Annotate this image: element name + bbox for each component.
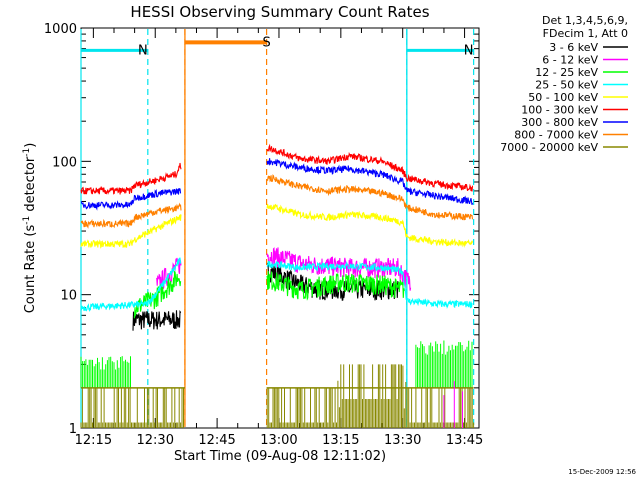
series-line-2 <box>133 270 405 319</box>
flag-label: N <box>138 43 148 58</box>
x-tick-label: 13:30 <box>384 433 421 448</box>
legend-header-line: Det 1,3,4,5,6,9, <box>542 14 628 27</box>
legend-header-line: FDecim 1, Att 0 <box>543 27 628 40</box>
x-tick-label: 13:15 <box>322 433 359 448</box>
series-line-5 <box>80 143 474 196</box>
footer-timestamp: 15-Dec-2009 12:56 <box>568 468 636 476</box>
flag-label: N <box>464 43 474 58</box>
y-axis-label: Count Rate (s-1 detector-1) <box>22 143 38 314</box>
x-tick-label: 12:15 <box>75 433 112 448</box>
legend-label: 100 - 300 keV <box>521 104 598 117</box>
y-tick-label: 100 <box>52 155 77 170</box>
y-axis-label-part: Count Rate (s <box>23 225 38 314</box>
x-axis-label: Start Time (09-Aug-08 12:11:02) <box>174 449 386 464</box>
series-line-1-spikes <box>443 381 463 428</box>
flag-label: S <box>262 35 270 50</box>
legend-label: 50 - 100 keV <box>528 91 598 104</box>
series-line-4 <box>80 203 474 249</box>
y-tick-label: 1 <box>69 422 77 437</box>
y-tick-label: 1000 <box>44 22 77 37</box>
legend-label: 6 - 12 keV <box>542 54 598 67</box>
legend-label: 12 - 25 keV <box>535 66 598 79</box>
legend-label: 25 - 50 keV <box>535 79 598 92</box>
series-line-0 <box>132 262 399 331</box>
chart-title: HESSI Observing Summary Count Rates <box>130 3 429 21</box>
legend-label: 300 - 800 keV <box>521 116 598 129</box>
legend-label: 7000 - 20000 keV <box>500 141 598 154</box>
y-axis-label-part: ) <box>23 143 38 148</box>
series-line-6 <box>80 158 474 211</box>
series-line-7 <box>80 174 474 229</box>
legend-label: 800 - 7000 keV <box>514 129 598 142</box>
series-line-3 <box>80 257 473 313</box>
series-line-8 <box>80 364 475 428</box>
y-axis-label-superscript: -1 <box>22 148 32 157</box>
legend-label: 3 - 6 keV <box>549 41 598 54</box>
x-tick-label: 13:00 <box>260 433 297 448</box>
x-tick-label: 12:30 <box>137 433 174 448</box>
x-tick-label: 13:45 <box>446 433 483 448</box>
y-axis-label-superscript: -1 <box>22 216 32 225</box>
series-low-band-12-25 <box>81 341 474 388</box>
y-tick-label: 10 <box>60 289 77 304</box>
y-axis-label-part: detector <box>23 156 38 216</box>
x-tick-label: 12:45 <box>198 433 235 448</box>
